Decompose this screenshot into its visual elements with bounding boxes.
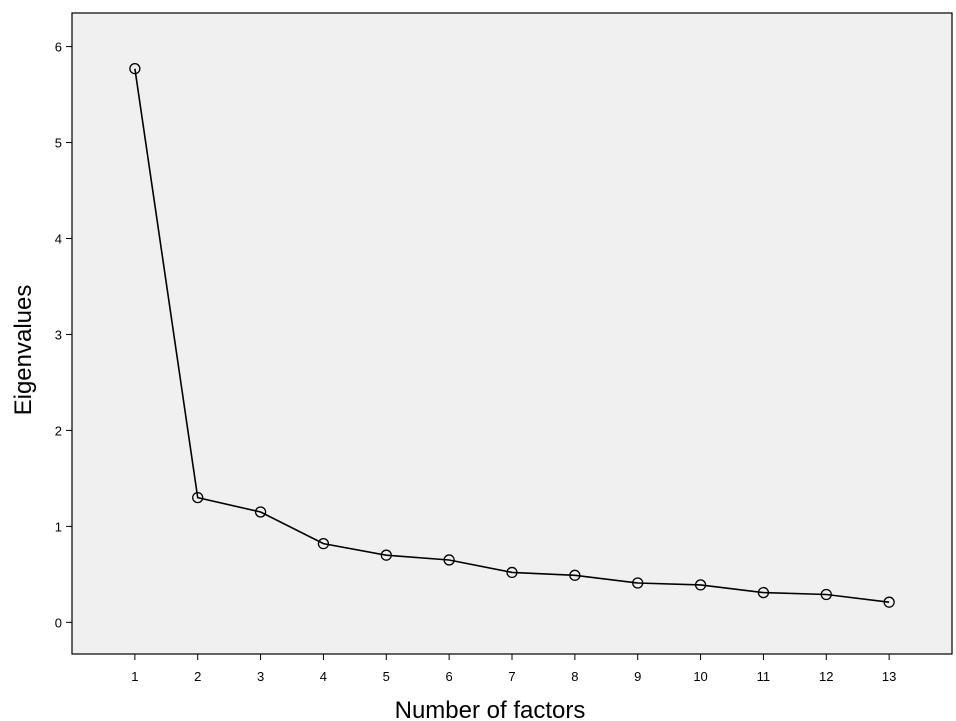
y-tick-label: 4 [55,232,62,247]
x-tick-label: 1 [131,669,138,684]
y-tick-label: 0 [55,615,62,630]
x-axis: 1 2 3 4 5 6 7 8 9 10 11 12 13 [131,654,896,684]
x-tick-label: 11 [757,669,771,684]
x-tick-label: 5 [383,669,390,684]
data-point-marker [380,549,392,561]
data-point-marker [129,63,141,75]
data-point-marker [632,577,644,589]
x-axis-title: Number of factors [395,697,586,721]
eigenvalue-line [134,68,890,603]
data-point-marker [569,569,581,581]
x-tick-label: 13 [882,669,896,684]
x-tick-label: 7 [508,669,515,684]
y-tick-label: 1 [55,519,62,534]
x-tick-label: 8 [571,669,578,684]
y-tick-label: 2 [55,423,62,438]
y-tick-label: 5 [55,136,62,151]
y-axis: 0 1 2 3 4 5 6 [55,40,72,630]
x-tick-label: 10 [693,669,707,684]
y-tick-label: 6 [55,40,62,55]
y-axis-title: Eigenvalues [10,285,37,416]
y-tick-label: 3 [55,327,62,342]
x-tick-label: 6 [446,669,453,684]
data-point-marker [820,588,832,601]
plot-area [71,12,953,655]
data-points [129,63,895,608]
data-point-marker [317,537,330,550]
data-point-marker [443,554,455,566]
data-point-marker [883,596,895,608]
x-tick-label: 12 [819,669,833,684]
x-tick-label: 3 [257,669,264,684]
data-point-marker [506,566,518,579]
data-point-marker [694,579,707,591]
x-tick-label: 4 [320,669,327,684]
data-point-marker [254,506,267,518]
data-point-marker [757,586,770,599]
x-tick-label: 2 [194,669,201,684]
data-point-marker [192,491,204,504]
x-tick-label: 9 [634,669,641,684]
